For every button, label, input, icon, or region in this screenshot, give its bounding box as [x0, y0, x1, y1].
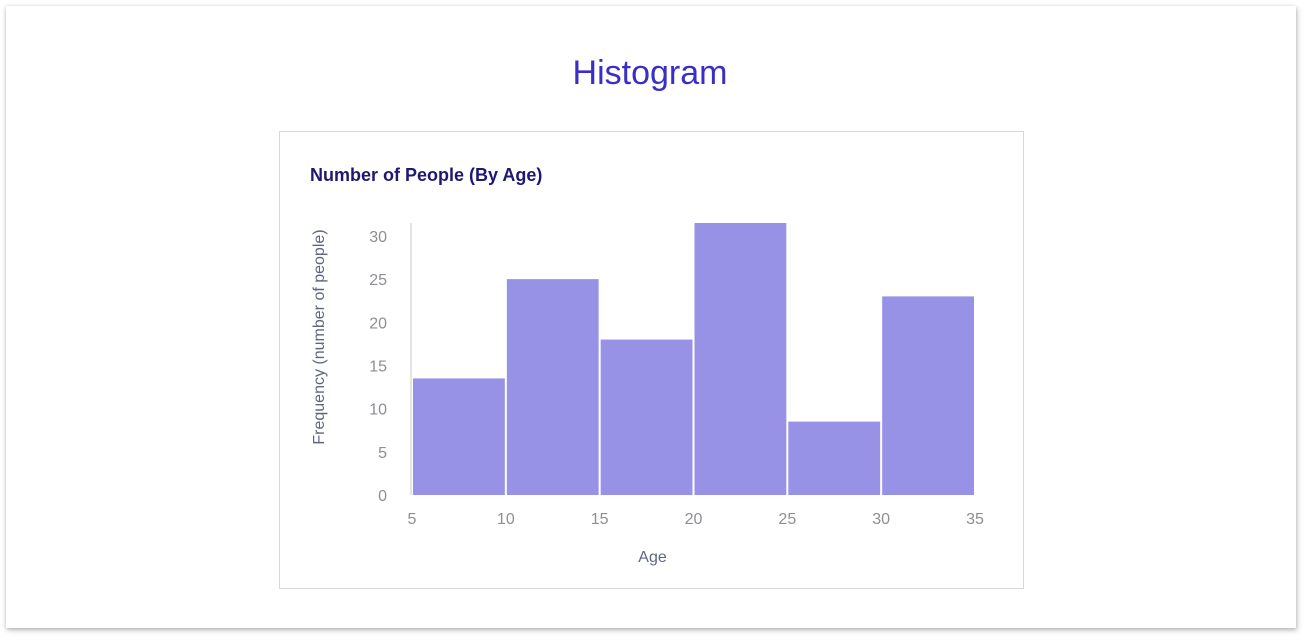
page-title: Histogram: [572, 54, 728, 92]
x-axis-title: Age: [638, 549, 667, 566]
y-tick-label: 0: [378, 488, 387, 505]
histogram-bar-10-15: [506, 279, 599, 495]
y-tick-label: 30: [369, 229, 387, 246]
y-tick-label: 25: [369, 272, 387, 289]
chart-title: Number of People (By Age): [310, 165, 543, 185]
x-tick-label: 35: [966, 511, 984, 528]
histogram-chart: 0 5 10 15 20 25 30 5 10 15 20 25 30 35 Age Frequency (n…: [311, 223, 984, 566]
histogram-bar-20-25: [694, 223, 787, 495]
y-tick-label: 15: [369, 358, 387, 375]
x-tick-label: 25: [778, 511, 796, 528]
x-tick-label: 15: [591, 511, 609, 528]
y-tick-label: 10: [369, 402, 387, 419]
histogram-bar-30-35: [882, 296, 974, 495]
chart-card: Number of People (By Age) 0 5 10 15 20 25 30 5 1…: [279, 131, 1024, 589]
histogram-bar-25-30: [788, 421, 881, 495]
x-tick-label: 10: [497, 511, 515, 528]
histogram-bar-5-10: [413, 378, 505, 495]
y-tick-label: 20: [369, 315, 387, 332]
x-tick-label: 5: [408, 511, 417, 528]
y-tick-label: 5: [378, 445, 387, 462]
y-axis-title: Frequency (number of people): [311, 229, 328, 444]
x-tick-label: 30: [872, 511, 890, 528]
histogram-bar-15-20: [600, 339, 693, 495]
x-tick-label: 20: [685, 511, 703, 528]
